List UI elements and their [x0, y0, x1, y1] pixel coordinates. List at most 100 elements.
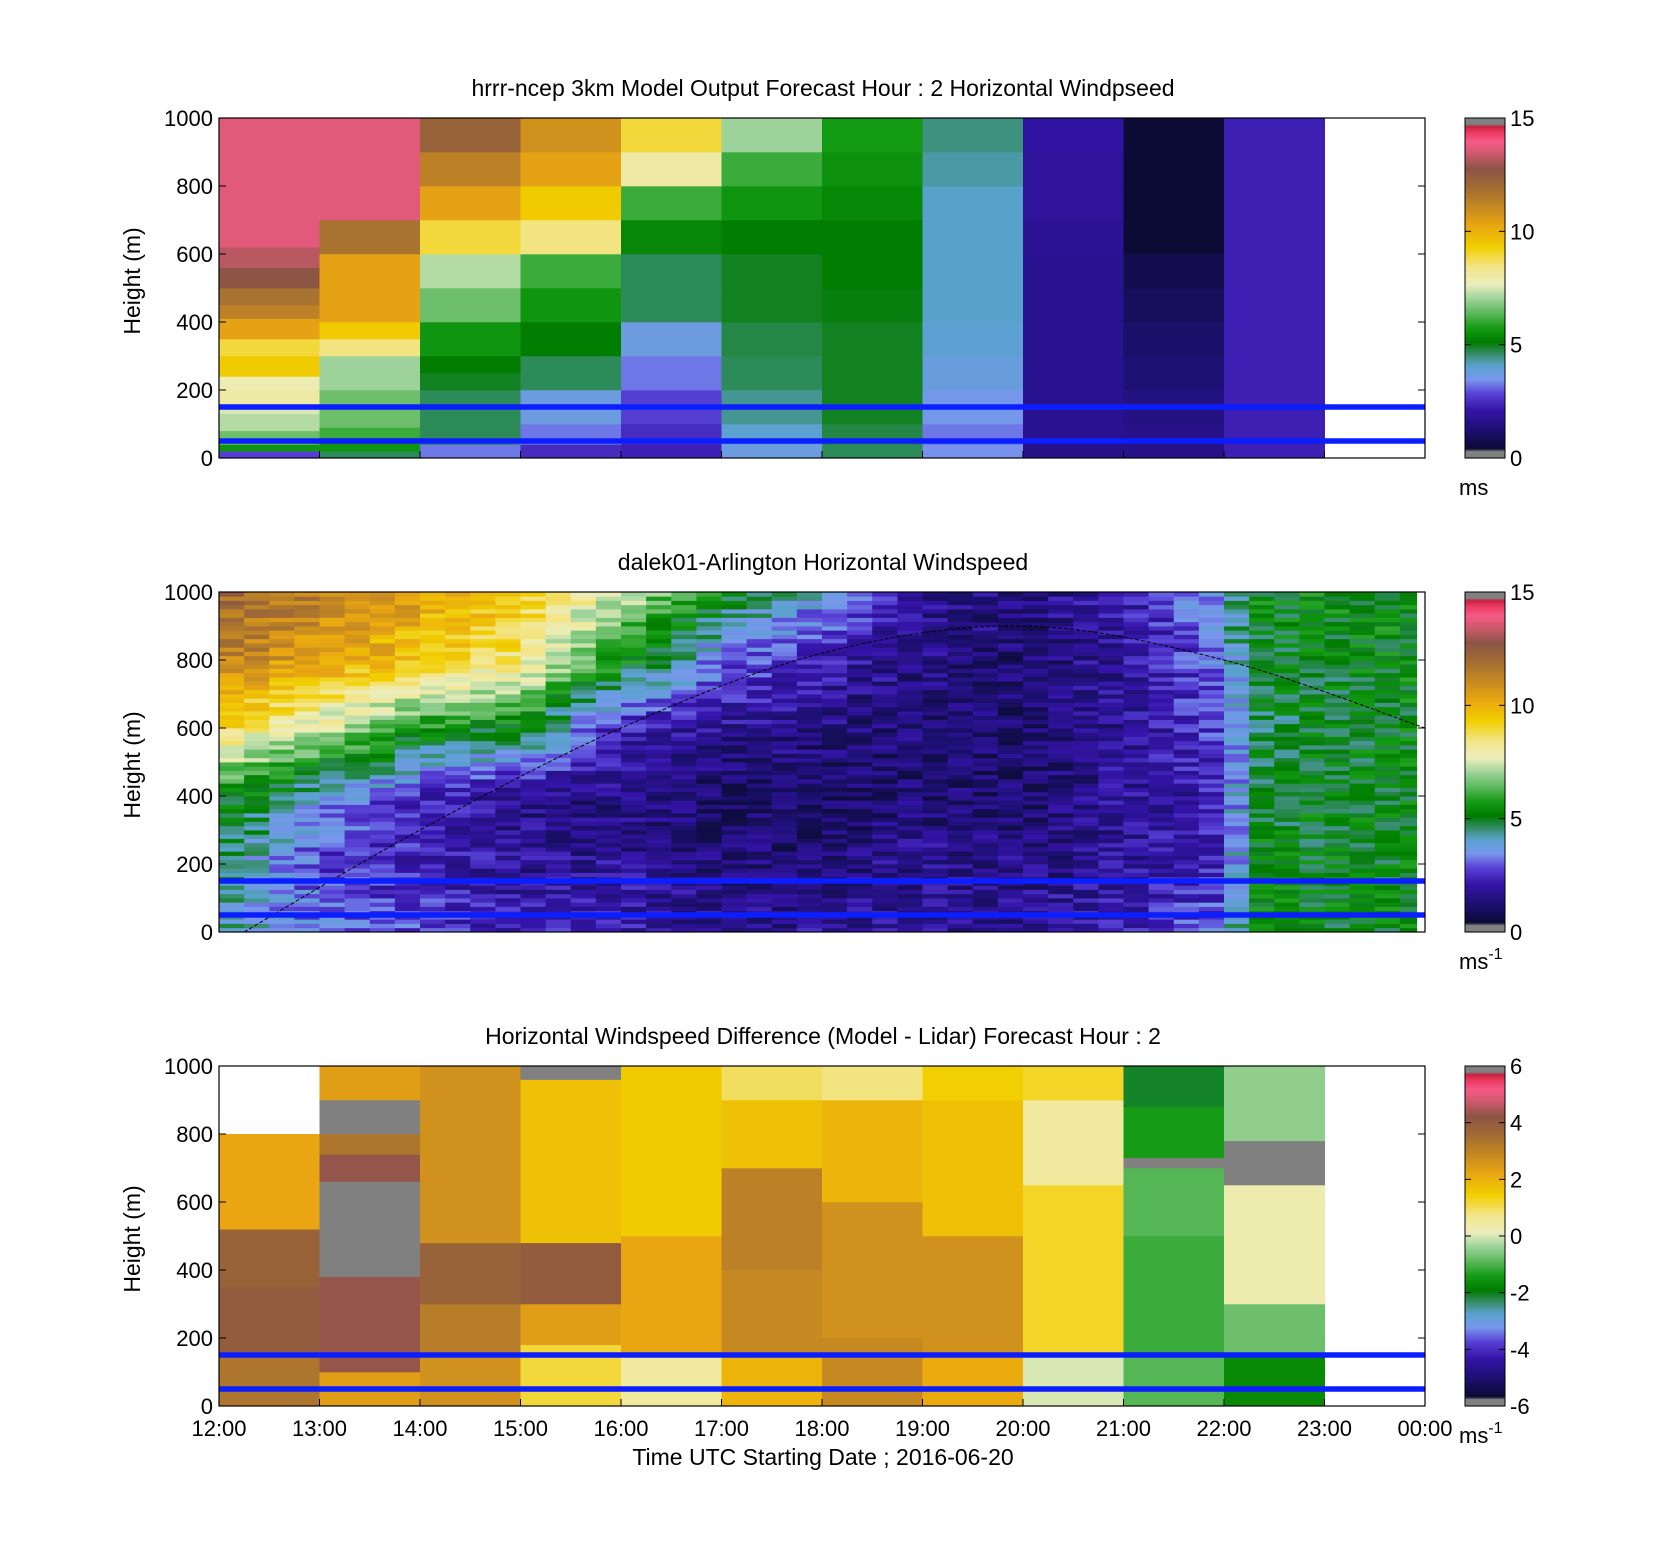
heatmap-cell — [1249, 779, 1275, 784]
heatmap-cell — [771, 787, 798, 793]
heatmap-cell — [872, 753, 898, 759]
heatmap-cell — [1173, 723, 1200, 729]
heatmap-cell — [294, 630, 320, 635]
heatmap-cell — [1198, 706, 1225, 712]
colorbar-segment — [1465, 792, 1505, 796]
heatmap-cell — [394, 774, 421, 780]
colorbar-segment — [1465, 1146, 1505, 1149]
colorbar-segment — [1465, 1121, 1505, 1124]
heatmap-cell — [420, 762, 446, 767]
heatmap-cell — [545, 592, 572, 597]
heatmap-cell — [1198, 800, 1225, 805]
heatmap-cell — [445, 630, 471, 635]
heatmap-cell — [294, 859, 320, 865]
heatmap-cell — [847, 855, 873, 861]
heatmap-cell — [746, 864, 773, 869]
heatmap-cell — [822, 898, 848, 903]
heatmap-cell — [369, 715, 396, 720]
heatmap-cell — [922, 842, 949, 848]
heatmap-cell — [847, 847, 873, 852]
heatmap-cell — [1274, 609, 1300, 614]
heatmap-cell — [1299, 740, 1325, 746]
heatmap-cell — [219, 902, 245, 907]
heatmap-cell — [1224, 804, 1250, 810]
heatmap-cell — [570, 660, 597, 665]
heatmap-cell — [897, 689, 923, 695]
heatmap-cell — [997, 706, 1024, 712]
heatmap-cell — [822, 847, 848, 852]
colorbar-tick-label: 6 — [1510, 1054, 1522, 1079]
heatmap-cell — [595, 643, 622, 648]
heatmap-cell — [1374, 804, 1401, 810]
heatmap-cell — [847, 804, 873, 810]
y-tick-label: 400 — [176, 1258, 213, 1283]
heatmap-cell — [1098, 859, 1124, 865]
heatmap-cell — [520, 774, 547, 780]
heatmap-cell — [520, 927, 547, 933]
heatmap-cell — [1048, 889, 1074, 895]
heatmap-cell — [445, 817, 471, 822]
colorbar-segment — [1465, 165, 1505, 169]
colorbar-segment — [1465, 124, 1505, 127]
heatmap-cell — [746, 677, 773, 682]
heatmap-cell — [1098, 817, 1124, 822]
heatmap-cell — [570, 847, 597, 852]
heatmap-cell — [394, 868, 421, 873]
colorbar-segment — [1465, 1257, 1505, 1260]
colorbar-segment — [1465, 300, 1505, 303]
heatmap-cell — [922, 715, 949, 720]
heatmap-cell — [1224, 664, 1250, 669]
heatmap-cell — [344, 740, 371, 746]
heatmap-cell — [972, 621, 999, 627]
heatmap-cell — [1173, 664, 1200, 669]
heatmap-cell — [394, 885, 421, 890]
heatmap-cell — [822, 728, 848, 733]
heatmap-cell — [1198, 779, 1225, 784]
heatmap-cell — [847, 634, 873, 640]
heatmap-cell — [1123, 698, 1150, 703]
heatmap-cell — [495, 766, 521, 771]
heatmap-cell — [520, 804, 547, 810]
colorbar-segment — [1465, 1334, 1505, 1338]
heatmap-cell — [244, 927, 270, 933]
heatmap-cell — [1048, 719, 1074, 725]
colorbar-segment — [1465, 297, 1505, 300]
heatmap-cell — [646, 796, 672, 801]
heatmap-cell — [872, 719, 898, 725]
heatmap-cell — [671, 621, 697, 627]
heatmap-cell — [696, 927, 722, 933]
colorbar-segment — [1465, 1365, 1505, 1368]
heatmap-cell — [671, 813, 697, 818]
heatmap-cell — [1399, 821, 1418, 827]
colorbar-segment — [1465, 831, 1505, 834]
heatmap-cell — [1324, 617, 1351, 623]
heatmap-cell — [1148, 715, 1175, 720]
heatmap-cell — [847, 842, 873, 848]
heatmap-cell — [696, 609, 722, 614]
heatmap-cell — [922, 872, 949, 878]
heatmap-cell — [1098, 804, 1124, 810]
heatmap-cell — [294, 766, 320, 771]
heatmap-cell — [269, 847, 295, 852]
heatmap-cell — [420, 643, 446, 648]
colorbar-segment — [1465, 1171, 1505, 1174]
heatmap-cell — [495, 783, 521, 788]
heatmap-cell — [1374, 830, 1401, 835]
heatmap-cell — [696, 715, 722, 720]
colorbar-segment — [1465, 754, 1505, 757]
heatmap-cell — [319, 906, 346, 912]
heatmap-cell — [1399, 630, 1418, 635]
heatmap-cell — [1224, 621, 1250, 627]
colorbar-segment — [1465, 877, 1505, 881]
heatmap-cell — [822, 638, 848, 644]
heatmap-cell — [771, 813, 798, 818]
heatmap-cell — [420, 719, 446, 725]
heatmap-cell — [269, 613, 295, 618]
heatmap-cell — [1224, 745, 1250, 750]
heatmap-cell — [922, 753, 949, 759]
heatmap-cell — [621, 732, 647, 737]
heatmap-cell — [445, 609, 471, 614]
heatmap-cell — [1399, 923, 1418, 929]
colorbar-segment — [1465, 848, 1505, 851]
heatmap-cell — [696, 834, 722, 839]
